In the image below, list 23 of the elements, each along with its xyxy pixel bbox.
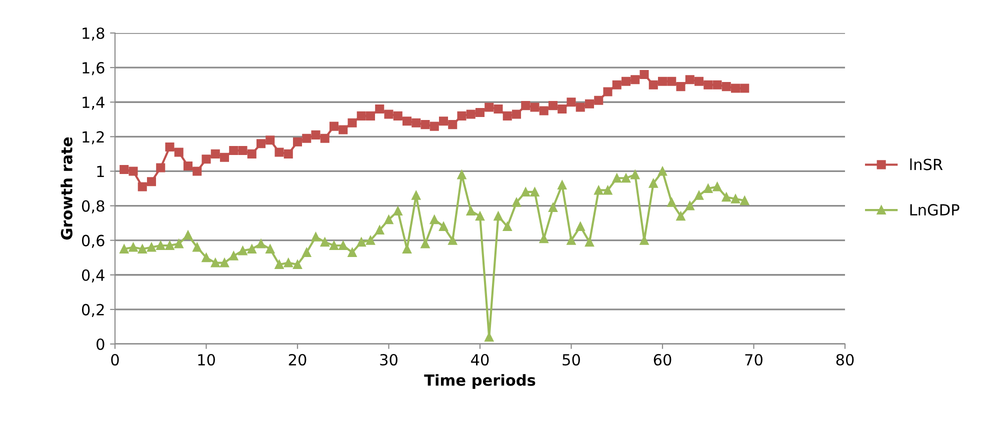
y-tick-label: 0 <box>96 338 104 350</box>
y-tick-label: 0,8 <box>82 200 104 214</box>
y-tick-label: 1 <box>97 166 104 178</box>
x-tick-label: 80 <box>836 354 854 366</box>
x-axis-title: Time periods <box>424 374 536 389</box>
x-tick-label: 30 <box>380 354 398 366</box>
y-tick-label: 1,8 <box>82 27 104 41</box>
x-tick-label: 60 <box>654 354 672 366</box>
y-tick-label: 0,2 <box>82 304 104 318</box>
x-tick-label: 20 <box>288 354 306 366</box>
x-tick-label: 50 <box>562 354 580 366</box>
legend-label: lnSR <box>910 158 943 170</box>
x-tick-label: 0 <box>111 354 119 366</box>
x-tick-label: 70 <box>745 354 762 366</box>
y-tick-label: 0,4 <box>82 269 104 282</box>
legend-label: LnGDP <box>910 204 960 216</box>
y-tick-label: 1,2 <box>82 131 104 144</box>
y-axis-title: Growth rate <box>60 137 72 240</box>
x-tick-label: 40 <box>471 354 489 366</box>
y-tick-label: 1,6 <box>82 62 104 76</box>
y-tick-label: 1,4 <box>82 96 104 110</box>
y-tick-label: 0,6 <box>82 234 104 248</box>
x-tick-label: 10 <box>198 354 215 366</box>
